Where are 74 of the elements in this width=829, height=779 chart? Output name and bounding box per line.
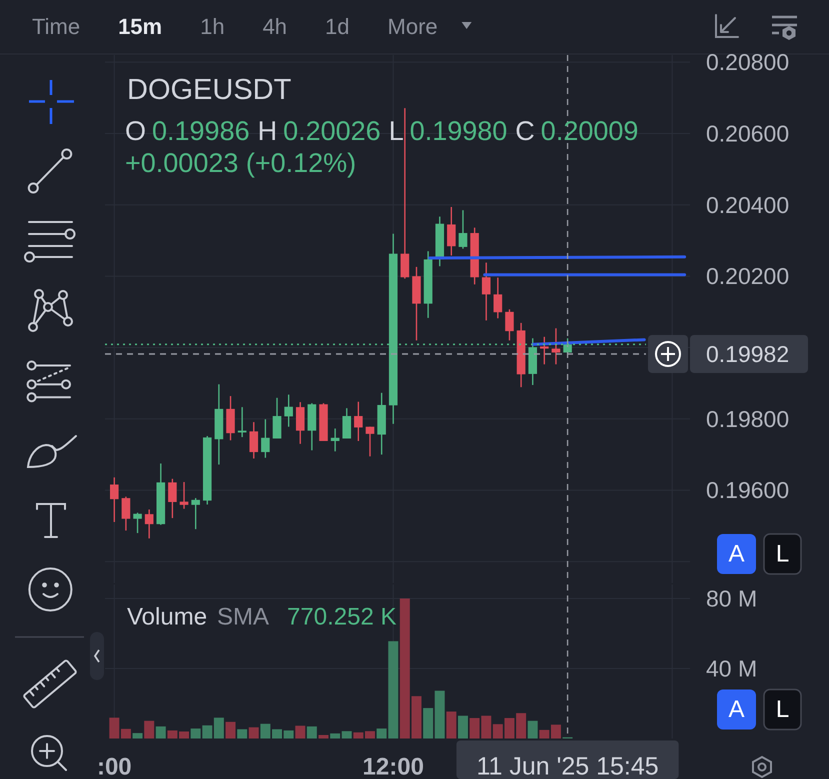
candlestick [180, 481, 188, 510]
text: DOGEUSDT [127, 74, 292, 106]
y-tick-label: 0.20600 [706, 120, 790, 146]
text: Volume [127, 604, 208, 630]
annotation: L [388, 116, 404, 146]
text: A [728, 696, 745, 723]
candlestick [552, 328, 560, 365]
text: L [776, 696, 790, 723]
candlestick [505, 308, 514, 342]
bar [446, 712, 456, 738]
candlestick [458, 210, 468, 250]
text: A [728, 540, 745, 568]
ref-line-label: 11 Jun '25 15:45 [476, 752, 659, 779]
candlestick [354, 401, 363, 442]
candlestick [168, 478, 177, 519]
annotation: +0.00023 (+0.12%) [125, 148, 356, 178]
annotation: H [258, 116, 278, 146]
candlestick [261, 418, 270, 458]
candlestick [284, 394, 293, 428]
y-tick-label: 0.19600 [706, 477, 790, 504]
candlestick [122, 496, 130, 532]
bar [226, 722, 236, 738]
annotation: O [125, 116, 146, 146]
y-tick-label: 0.20400 [706, 192, 790, 218]
annotation: 0.19986 [152, 116, 250, 146]
text: 1d [325, 14, 350, 39]
candlestick [272, 397, 282, 440]
candlestick [366, 426, 374, 457]
candlestick [330, 428, 340, 452]
annotation: C [515, 116, 535, 146]
text: 4h [262, 14, 288, 39]
bar [248, 727, 259, 738]
text: Time [32, 14, 80, 39]
candlestick [133, 512, 142, 534]
candlestick [110, 476, 119, 523]
x-tick-label: :00 [96, 754, 132, 779]
text: 1h [200, 14, 225, 39]
bar [144, 720, 154, 738]
y-tick-label: 0.20800 [706, 49, 790, 76]
annotation: 770.252 K [287, 604, 396, 630]
bar [156, 726, 166, 738]
y-tick-label: 40 M [706, 656, 758, 682]
candlestick [249, 421, 258, 460]
x-tick-label: 12:00 [362, 754, 424, 779]
ref-line-label: 0.19982 [706, 340, 790, 367]
candlestick [447, 206, 456, 256]
bar [318, 735, 328, 738]
candlestick [482, 262, 491, 322]
candlestick [494, 276, 502, 319]
bar [295, 726, 306, 738]
annotation: 0.20026 [283, 116, 381, 146]
bar [458, 716, 468, 738]
bar [132, 733, 143, 738]
candlestick [238, 406, 246, 438]
candlestick [342, 408, 352, 440]
bar [237, 729, 248, 738]
bar [528, 720, 538, 738]
y-tick-label: 80 M [706, 586, 758, 612]
text: More [388, 14, 438, 39]
bar [306, 726, 317, 738]
bar [330, 733, 340, 738]
candlestick [191, 497, 200, 530]
candlestick [296, 401, 305, 445]
text: SMA [217, 604, 270, 630]
text: 15m [118, 14, 162, 39]
candlestick [540, 336, 549, 365]
bar [190, 728, 201, 738]
annotation: 0.20009 [540, 116, 638, 146]
y-tick-label: 0.20200 [706, 263, 790, 290]
text: L [776, 540, 790, 568]
bar [342, 731, 352, 738]
candlestick [144, 508, 154, 540]
annotation: 0.19980 [410, 116, 508, 146]
y-tick-label: 0.19800 [706, 406, 790, 432]
